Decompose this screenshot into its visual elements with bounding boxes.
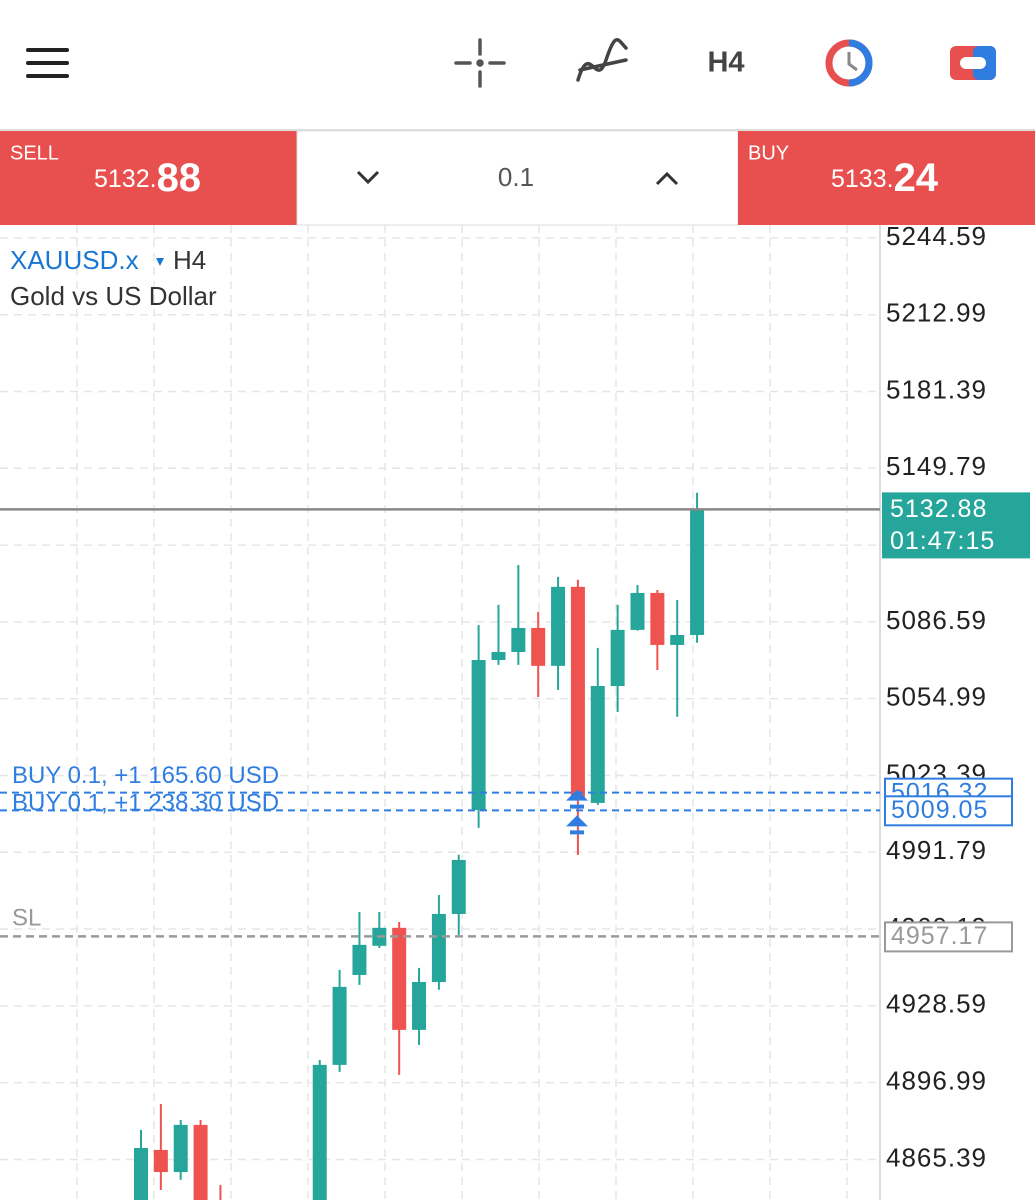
menu-bar (26, 74, 69, 78)
candle-body (173, 1124, 188, 1173)
y-tick-label: 4896.99 (886, 1066, 987, 1096)
candle-body (471, 660, 486, 810)
menu-bar (26, 48, 69, 52)
candle-body (491, 651, 506, 661)
candle-body (431, 913, 446, 983)
crosshair-button[interactable] (454, 38, 506, 88)
candle-body (630, 592, 645, 630)
buy-button[interactable] (738, 131, 1035, 225)
symbol-name: XAUUSD.x (10, 245, 139, 275)
menu-button[interactable] (26, 48, 69, 78)
y-tick-label: 5149.79 (886, 451, 987, 481)
order-label: BUY 0.1, +1 238.30 USD (12, 790, 279, 817)
symbol-description: Gold vs US Dollar (10, 281, 217, 311)
candle-body (650, 592, 665, 645)
candle-body (451, 860, 466, 914)
candle-body (392, 927, 407, 1030)
symbol-dropdown (156, 258, 164, 266)
price-countdown: 01:47:15 (890, 527, 995, 555)
buy-label: BUY (748, 142, 789, 164)
buy-price-main: 5133. (831, 165, 894, 193)
trade-toggle-button[interactable] (950, 46, 996, 80)
sell-label: SELL (10, 142, 59, 164)
candle-body (610, 629, 625, 687)
candle-body (134, 1147, 148, 1200)
volume-decrease[interactable] (356, 170, 380, 185)
entry-arrow (566, 789, 588, 809)
candle-body (193, 1124, 208, 1200)
toggle-knob (960, 57, 986, 69)
candle-body (690, 509, 705, 635)
stop-loss-value: 4957.17 (891, 922, 988, 950)
volume-value: 0.1 (498, 162, 534, 192)
clock-button[interactable] (825, 39, 873, 87)
clock-hands (847, 52, 858, 72)
y-tick-label: 4928.59 (886, 989, 987, 1019)
candle-body (312, 1064, 327, 1200)
sell-price-main: 5132. (94, 165, 157, 193)
candle-body (670, 634, 685, 645)
crosshair-dot (476, 59, 484, 67)
entry-arrow (566, 815, 588, 835)
stop-loss-label: SL (12, 905, 41, 932)
candle-body (551, 586, 566, 666)
sell-price: 5132.88 (94, 156, 201, 200)
order-price-box (884, 795, 1013, 827)
stop-loss-box (884, 921, 1013, 953)
candle-body (153, 1149, 168, 1173)
y-tick-label: 4865.39 (886, 1142, 987, 1172)
symbol-legend: XAUUSD.x (10, 245, 139, 275)
candle-body (590, 686, 605, 803)
volume-increase[interactable] (655, 171, 679, 186)
order-price-value: 5009.05 (891, 796, 988, 824)
menu-bar (26, 61, 69, 65)
clock-ring-half (848, 39, 873, 87)
candle-body (570, 586, 585, 800)
plot-area (0, 225, 880, 1200)
y-tick-label: 5086.59 (886, 605, 987, 635)
price-box (882, 492, 1030, 559)
y-tick-label: 5181.39 (886, 374, 987, 404)
symbol-timeframe: H4 (173, 245, 206, 275)
order-label: BUY 0.1, +1 165.60 USD (12, 762, 279, 789)
price-value: 5132.88 (890, 495, 987, 523)
y-tick-label: 5212.99 (886, 298, 987, 328)
y-tick-label: 4991.79 (886, 835, 987, 865)
y-tick-label: 5054.99 (886, 682, 987, 712)
indicators-button[interactable] (576, 38, 628, 82)
buy-price-big: 24 (894, 156, 939, 200)
y-tick-label: 5244.59 (886, 221, 987, 251)
candle-body (352, 944, 367, 975)
candle-body (511, 627, 526, 652)
sell-button[interactable] (0, 131, 297, 225)
candle-body (332, 986, 347, 1065)
buy-price: 5133.24 (831, 156, 939, 200)
indicator-line (578, 58, 628, 72)
timeframe-button[interactable]: H4 (707, 47, 744, 79)
candle-body (531, 627, 546, 666)
sell-price-big: 88 (157, 156, 202, 200)
candle-body (412, 982, 427, 1030)
